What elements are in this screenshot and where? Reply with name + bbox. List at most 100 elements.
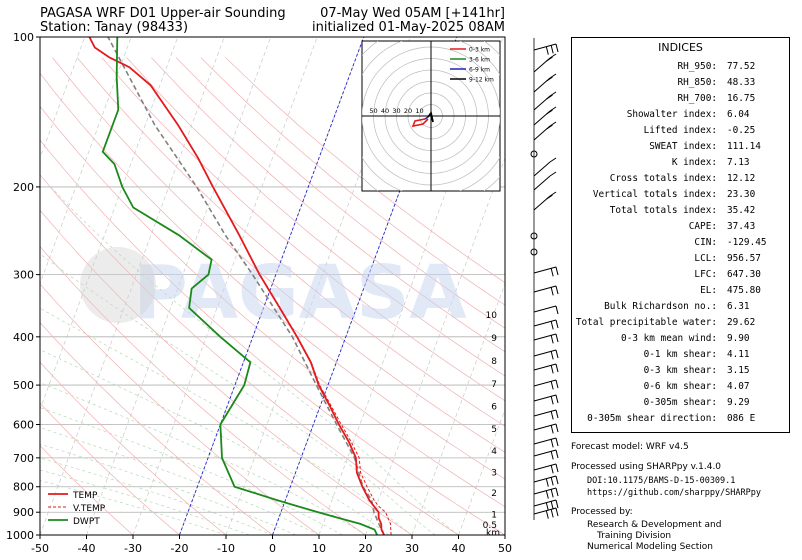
moist-adiabat (40, 457, 273, 535)
dry-adiabat (126, 57, 505, 377)
index-row: RH_700: 16.75 (572, 91, 789, 107)
hodograph-ring-label: 30 (392, 107, 400, 115)
index-value: 6.04 (727, 109, 750, 120)
wind-barb-flag (545, 510, 549, 519)
indices-title: INDICES (658, 41, 703, 54)
wind-barb-staff (533, 175, 551, 191)
index-value: 37.43 (727, 221, 756, 232)
index-name: Cross totals index: (609, 173, 717, 184)
index-value: -0.25 (727, 125, 756, 136)
index-value: 12.12 (727, 173, 756, 184)
x-tick-label: -30 (124, 542, 142, 555)
moist-adiabat (50, 186, 459, 535)
wind-barb-flag (555, 363, 559, 373)
wind-barb-flag (549, 171, 557, 177)
km-tick-label: 9 (491, 334, 497, 344)
isotherm-line (504, 533, 505, 535)
legend-label: V.TEMP (73, 504, 106, 514)
wind-barb-flag (549, 106, 557, 112)
index-row: 0-3 km shear: 3.15 (572, 363, 789, 379)
wind-barb-staff (533, 161, 551, 177)
index-row: K index: 7.13 (572, 155, 789, 171)
y-tick-label: 100 (13, 31, 34, 44)
wind-barb-flag (550, 489, 554, 498)
index-name: Total precipitable water: (575, 317, 717, 328)
index-value: 647.30 (727, 269, 761, 280)
y-tick-label: 1000 (6, 529, 34, 542)
index-value: -129.45 (727, 237, 767, 248)
index-value: 6.31 (727, 301, 750, 312)
moist-adiabat (40, 407, 343, 535)
wind-barb-flag (545, 502, 549, 511)
dry-adiabat (40, 321, 274, 535)
wind-barb-staff (533, 266, 557, 274)
x-tick-label: -20 (171, 542, 189, 555)
wind-barb-flag (550, 439, 554, 448)
wind-barb-flag (549, 191, 557, 197)
index-name: Total totals index: (609, 205, 717, 216)
wind-barb-flag (545, 478, 549, 487)
wind-barb-staff (533, 319, 557, 327)
wind-barbs (530, 38, 559, 520)
index-value: 29.62 (727, 317, 756, 328)
wind-barb-flag (545, 46, 549, 55)
wind-barb-staff (533, 507, 557, 515)
index-name: K index: (671, 157, 717, 168)
index-value: 4.11 (727, 349, 750, 360)
index-value: 086 E (727, 413, 756, 424)
wind-barb-flag (555, 349, 559, 359)
wind-barb-flag (549, 73, 557, 79)
hodograph-trace-0-3 (411, 118, 429, 128)
wind-barb-flag (546, 109, 553, 115)
moist-adiabat (40, 382, 366, 535)
index-row: Vertical totals index: 23.30 (572, 187, 789, 203)
dwpt-line (101, 37, 378, 535)
x-tick-label: 0 (269, 542, 276, 555)
index-value: 9.29 (727, 397, 750, 408)
dry-adiabat (40, 283, 320, 535)
hodograph-trace-9-12 (427, 110, 434, 123)
index-name: RH_950: (677, 61, 717, 72)
km-tick-label: 8 (491, 357, 497, 367)
x-tick-label: 30 (405, 542, 419, 555)
index-name: 0-305m shear direction: (587, 413, 717, 424)
y-tick-label: 300 (13, 269, 34, 282)
wind-barb-flag (555, 285, 559, 295)
isotherm-line (40, 37, 132, 285)
hodograph-ring-label: 50 (369, 107, 377, 115)
chart-title-left: PAGASA WRF D01 Upper-air Sounding (40, 6, 286, 21)
isotherm-line (40, 37, 86, 159)
wind-barb-staff (533, 463, 557, 471)
index-name: Showalter index: (626, 109, 717, 120)
wind-barb-staff (533, 305, 557, 313)
index-name: LCL: (694, 253, 717, 264)
org-line-3: Numerical Modeling Section (587, 542, 714, 552)
index-row: LFC: 647.30 (572, 267, 789, 283)
y-tick-label: 800 (13, 481, 34, 494)
dry-adiabat (76, 57, 505, 427)
wind-barb-staff (533, 379, 557, 387)
wind-barb-flag (550, 321, 554, 330)
index-row: SWEAT index: 111.14 (572, 139, 789, 155)
calm-wind-circle (530, 248, 538, 256)
index-row: CAPE: 37.43 (572, 219, 789, 235)
parcel-trace (107, 37, 385, 535)
index-value: 16.75 (727, 93, 756, 104)
wind-barb-flag (550, 451, 554, 460)
wind-barb-flag (546, 94, 553, 100)
wind-barb-flag (550, 287, 554, 296)
index-value: 111.14 (727, 141, 761, 152)
moist-adiabat (40, 480, 227, 535)
wind-barb-flag (550, 381, 554, 390)
moist-adiabat (40, 443, 296, 535)
wind-barb-staff (533, 363, 557, 371)
index-row: EL: 475.80 (572, 283, 789, 299)
wind-barb-staff (533, 333, 557, 341)
init-label: initialized 01-May-2025 08AM (311, 20, 505, 35)
wind-barb-flag (555, 319, 559, 329)
moist-adiabat (40, 307, 413, 535)
index-name: SWEAT index: (649, 141, 717, 152)
org-line-2: Training Division (597, 531, 672, 541)
index-name: Vertical totals index: (592, 189, 717, 200)
